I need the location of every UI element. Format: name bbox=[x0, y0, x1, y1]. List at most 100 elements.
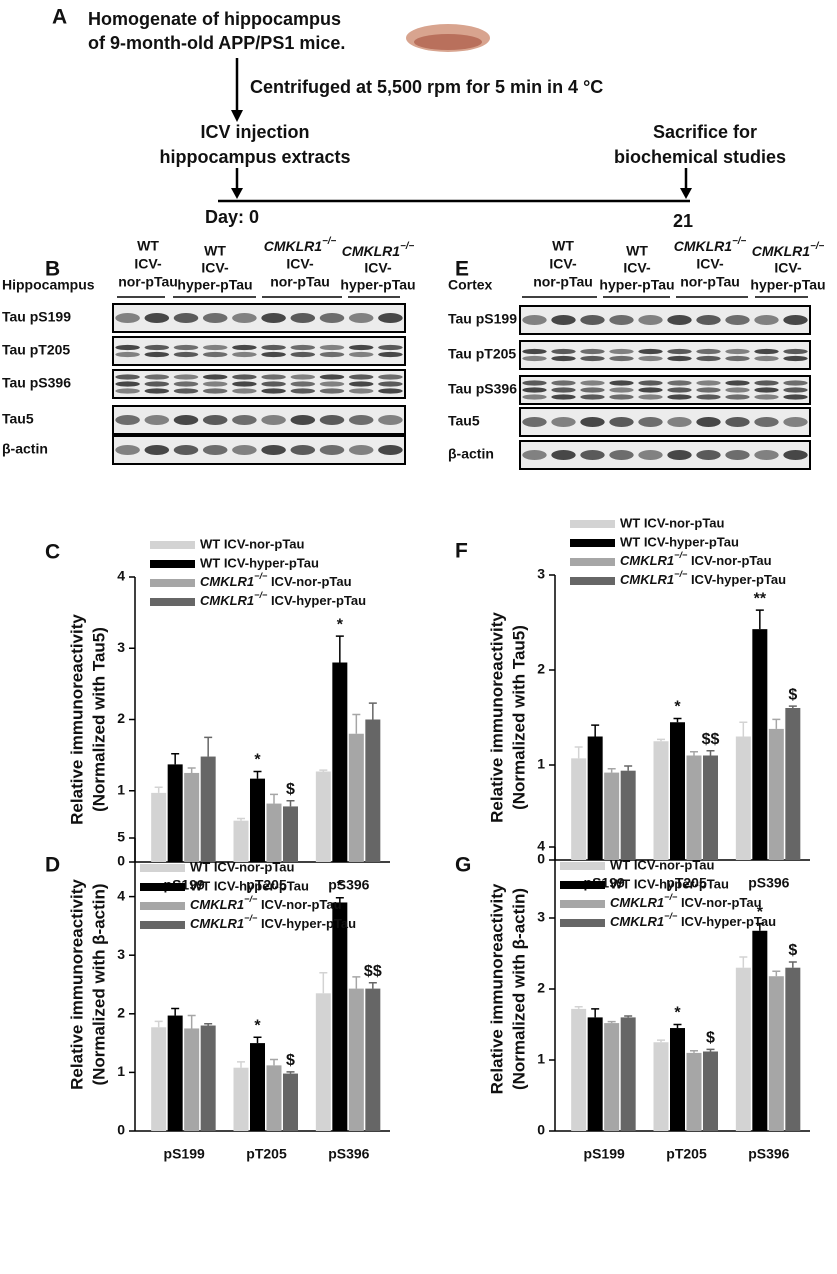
blot-band bbox=[319, 388, 345, 394]
blot-band bbox=[319, 374, 345, 380]
significance-mark: $$ bbox=[702, 731, 720, 748]
error-bar bbox=[624, 765, 633, 771]
blot-band bbox=[609, 394, 634, 400]
legend-swatch bbox=[570, 558, 615, 566]
blot-band bbox=[378, 415, 403, 425]
group-label: ICV- bbox=[696, 256, 724, 272]
error-bar bbox=[624, 1015, 633, 1018]
blot-band bbox=[783, 417, 808, 427]
panel-label: C bbox=[45, 541, 60, 564]
bar bbox=[365, 988, 381, 1131]
bar bbox=[233, 820, 249, 862]
blot-band bbox=[173, 351, 199, 358]
bar bbox=[151, 792, 167, 862]
blot-band bbox=[551, 450, 576, 460]
legend-swatch bbox=[570, 539, 615, 547]
bar bbox=[653, 741, 669, 860]
significance-mark: $ bbox=[706, 1030, 715, 1047]
blot-band bbox=[173, 374, 199, 380]
y-tick-label: 3 bbox=[537, 909, 545, 925]
blot-band bbox=[290, 381, 316, 387]
error-bar bbox=[739, 721, 748, 737]
error-bar bbox=[253, 1036, 262, 1044]
legend-label: CMKLR1−/− ICV-hyper-pTau bbox=[200, 590, 366, 608]
legend-swatch bbox=[570, 577, 615, 585]
error-bar bbox=[657, 1039, 665, 1043]
bar bbox=[604, 1023, 620, 1131]
y-tick-label: 0 bbox=[117, 1122, 125, 1138]
blot-band bbox=[173, 388, 199, 394]
blot-band bbox=[551, 348, 576, 355]
error-bar bbox=[335, 635, 344, 663]
group-label: ICV- bbox=[774, 260, 802, 276]
blot-band bbox=[580, 348, 605, 355]
blot-band bbox=[290, 351, 316, 358]
blot-band bbox=[202, 374, 228, 380]
blot-band bbox=[696, 417, 721, 427]
blot-band bbox=[348, 351, 374, 358]
error-bar bbox=[368, 702, 377, 720]
blot-band bbox=[638, 315, 663, 325]
group-label: ICV- bbox=[286, 256, 314, 272]
blot-band bbox=[667, 417, 692, 427]
error-bar bbox=[690, 750, 698, 756]
blot-band bbox=[378, 374, 403, 380]
error-bar bbox=[772, 970, 781, 977]
row-label: Tau pS396 bbox=[448, 381, 517, 397]
blot-band bbox=[173, 415, 199, 425]
blot-band bbox=[144, 445, 170, 455]
legend-label: CMKLR1−/− ICV-nor-pTau bbox=[610, 892, 762, 910]
y-tick-label: 2 bbox=[117, 1005, 125, 1021]
y-tick-label: 0 bbox=[117, 853, 125, 869]
blot-band bbox=[348, 381, 374, 387]
legend-label: WT ICV-nor-pTau bbox=[610, 857, 715, 872]
blot-band bbox=[696, 315, 721, 325]
legend-swatch bbox=[140, 864, 185, 872]
significance-mark: * bbox=[254, 1017, 261, 1034]
blot-band bbox=[232, 388, 257, 394]
y-axis-label: (Normalized with β-actin) bbox=[509, 888, 528, 1090]
error-bar bbox=[352, 713, 361, 734]
legend-swatch bbox=[150, 598, 195, 606]
blot-band bbox=[261, 344, 286, 351]
error-bar bbox=[237, 1061, 245, 1068]
blot-band bbox=[319, 313, 345, 323]
blot-band bbox=[522, 394, 547, 400]
y-tick-label: 3 bbox=[117, 639, 125, 655]
step-text: biochemical studies bbox=[614, 147, 786, 167]
legend-label: CMKLR1−/− ICV-hyper-pTau bbox=[610, 911, 776, 929]
blot-band bbox=[378, 388, 403, 394]
bar bbox=[670, 1028, 685, 1131]
group-label: CMKLR1−/− bbox=[752, 241, 825, 259]
error-bar bbox=[574, 746, 583, 759]
blot-band bbox=[609, 315, 634, 325]
bar bbox=[768, 728, 784, 860]
bar bbox=[283, 806, 298, 862]
panel-label: D bbox=[45, 854, 60, 877]
blot-band bbox=[609, 380, 634, 386]
bar bbox=[348, 733, 364, 862]
blot-band bbox=[290, 445, 316, 455]
bar bbox=[768, 976, 784, 1131]
x-tick-label: pS199 bbox=[584, 1146, 625, 1162]
bar bbox=[348, 988, 364, 1131]
group-label: nor-pTau bbox=[118, 274, 178, 290]
bar bbox=[250, 1043, 265, 1131]
blot-band bbox=[261, 388, 286, 394]
blot-band bbox=[348, 388, 374, 394]
blot-band bbox=[378, 381, 403, 387]
legend-label: WT ICV-hyper-pTau bbox=[620, 534, 739, 549]
blot-band bbox=[551, 315, 576, 325]
blot-band bbox=[115, 445, 140, 455]
error-bar bbox=[171, 752, 180, 765]
blot-band bbox=[725, 450, 750, 460]
group-label: WT bbox=[626, 243, 648, 259]
bar bbox=[167, 1015, 183, 1131]
blot-band bbox=[522, 315, 547, 325]
legend-label: CMKLR1−/− ICV-hyper-pTau bbox=[190, 913, 356, 931]
error-bar bbox=[368, 981, 377, 989]
legend-label: CMKLR1−/− ICV-hyper-pTau bbox=[620, 569, 786, 587]
y-tick-label: 1 bbox=[117, 781, 125, 797]
blot-band bbox=[522, 450, 547, 460]
blot-band bbox=[754, 387, 779, 393]
